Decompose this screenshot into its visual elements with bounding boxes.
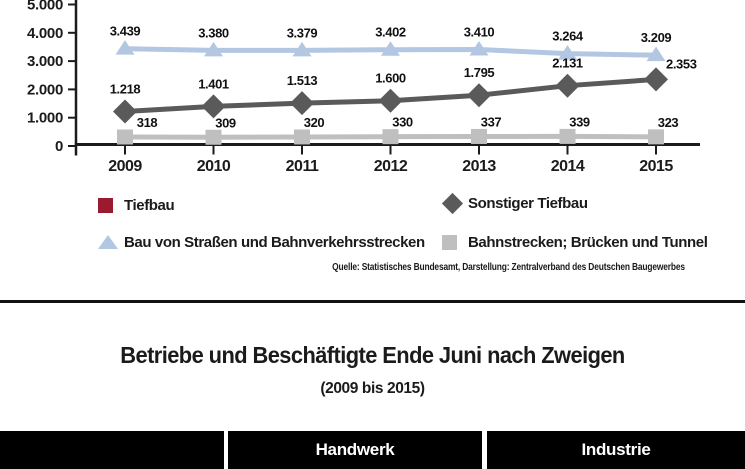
- svg-text:2012: 2012: [374, 158, 408, 175]
- svg-text:2013: 2013: [462, 158, 496, 175]
- bahnstrecken-series-marker-icon: [442, 234, 468, 250]
- table-header-industrie: Industrie: [487, 431, 745, 469]
- section-title: Betriebe und Beschäftigte Ende Juni nach…: [120, 342, 625, 368]
- svg-text:2.131: 2.131: [552, 56, 583, 71]
- svg-text:1.000: 1.000: [27, 110, 63, 127]
- svg-text:339: 339: [569, 114, 590, 129]
- series-diamond: [113, 67, 668, 124]
- svg-text:3.410: 3.410: [464, 24, 495, 39]
- table-header-empty: [0, 431, 224, 469]
- svg-text:330: 330: [392, 115, 413, 130]
- series-square: [117, 128, 664, 145]
- legend-item-tiefbau: Tiefbau: [98, 193, 175, 217]
- section-divider: [0, 300, 745, 303]
- svg-text:5.000: 5.000: [27, 0, 63, 14]
- legend-item-bahnstrecken: Bahnstrecken; Brücken und Tunnel: [442, 230, 708, 254]
- svg-text:1.218: 1.218: [110, 82, 141, 97]
- svg-text:3.000: 3.000: [27, 53, 63, 70]
- svg-text:2.000: 2.000: [27, 81, 63, 98]
- section-subtitle: (2009 bis 2015): [320, 380, 425, 397]
- svg-text:323: 323: [658, 115, 679, 130]
- legend-item-sonstiger-tiefbau: Sonstiger Tiefbau: [441, 191, 588, 215]
- svg-text:3.209: 3.209: [641, 30, 672, 45]
- svg-text:2014: 2014: [551, 158, 585, 175]
- svg-text:1.795: 1.795: [464, 65, 495, 80]
- svg-text:2.353: 2.353: [666, 56, 697, 71]
- x-axis: 2009 2010 2011 2012 2013 2014 2015: [74, 143, 700, 175]
- table-header-handwerk: Handwerk: [228, 431, 482, 469]
- svg-text:1.600: 1.600: [375, 71, 406, 86]
- legend-label-bahnstrecken: Bahnstrecken; Brücken und Tunnel: [468, 233, 708, 251]
- legend-item-strassen: Bau von Straßen und Bahnverkehrsstrecken: [98, 230, 425, 254]
- svg-text:1.513: 1.513: [287, 73, 318, 88]
- svg-text:2010: 2010: [197, 158, 231, 175]
- source-note: Quelle: Statistisches Bundesamt, Darstel…: [332, 261, 685, 273]
- sonstiger-tiefbau-series-marker-icon: [441, 192, 468, 214]
- legend-label-strassen: Bau von Straßen und Bahnverkehrsstrecken: [124, 233, 425, 251]
- svg-text:4.000: 4.000: [27, 25, 63, 42]
- table-header-row: Handwerk Industrie: [0, 431, 745, 469]
- y-axis: 0 1.000 2.000 3.000 4.000 5.000: [27, 0, 78, 156]
- svg-text:320: 320: [304, 115, 325, 130]
- svg-text:1.401: 1.401: [198, 76, 229, 91]
- data-labels: 3.439 3.380 3.379 3.402 3.410 3.264 3.209 1.218…: [110, 24, 697, 131]
- svg-text:2011: 2011: [286, 158, 319, 175]
- svg-text:318: 318: [137, 115, 158, 130]
- svg-text:3.379: 3.379: [287, 25, 318, 40]
- svg-text:309: 309: [215, 115, 236, 130]
- svg-text:3.402: 3.402: [375, 25, 406, 40]
- series-triangle: [115, 40, 666, 62]
- svg-text:2015: 2015: [639, 158, 673, 175]
- svg-text:3.439: 3.439: [110, 24, 141, 39]
- strassen-series-marker-icon: [98, 235, 124, 249]
- svg-text:0: 0: [55, 138, 63, 155]
- svg-text:3.264: 3.264: [552, 29, 584, 44]
- legend-label-sonstiger-tiefbau: Sonstiger Tiefbau: [468, 194, 588, 212]
- svg-text:337: 337: [481, 114, 502, 129]
- legend-label-tiefbau: Tiefbau: [124, 196, 175, 214]
- svg-text:3.380: 3.380: [198, 25, 229, 40]
- tiefbau-series-marker-icon: [98, 197, 124, 213]
- svg-text:2009: 2009: [108, 158, 142, 175]
